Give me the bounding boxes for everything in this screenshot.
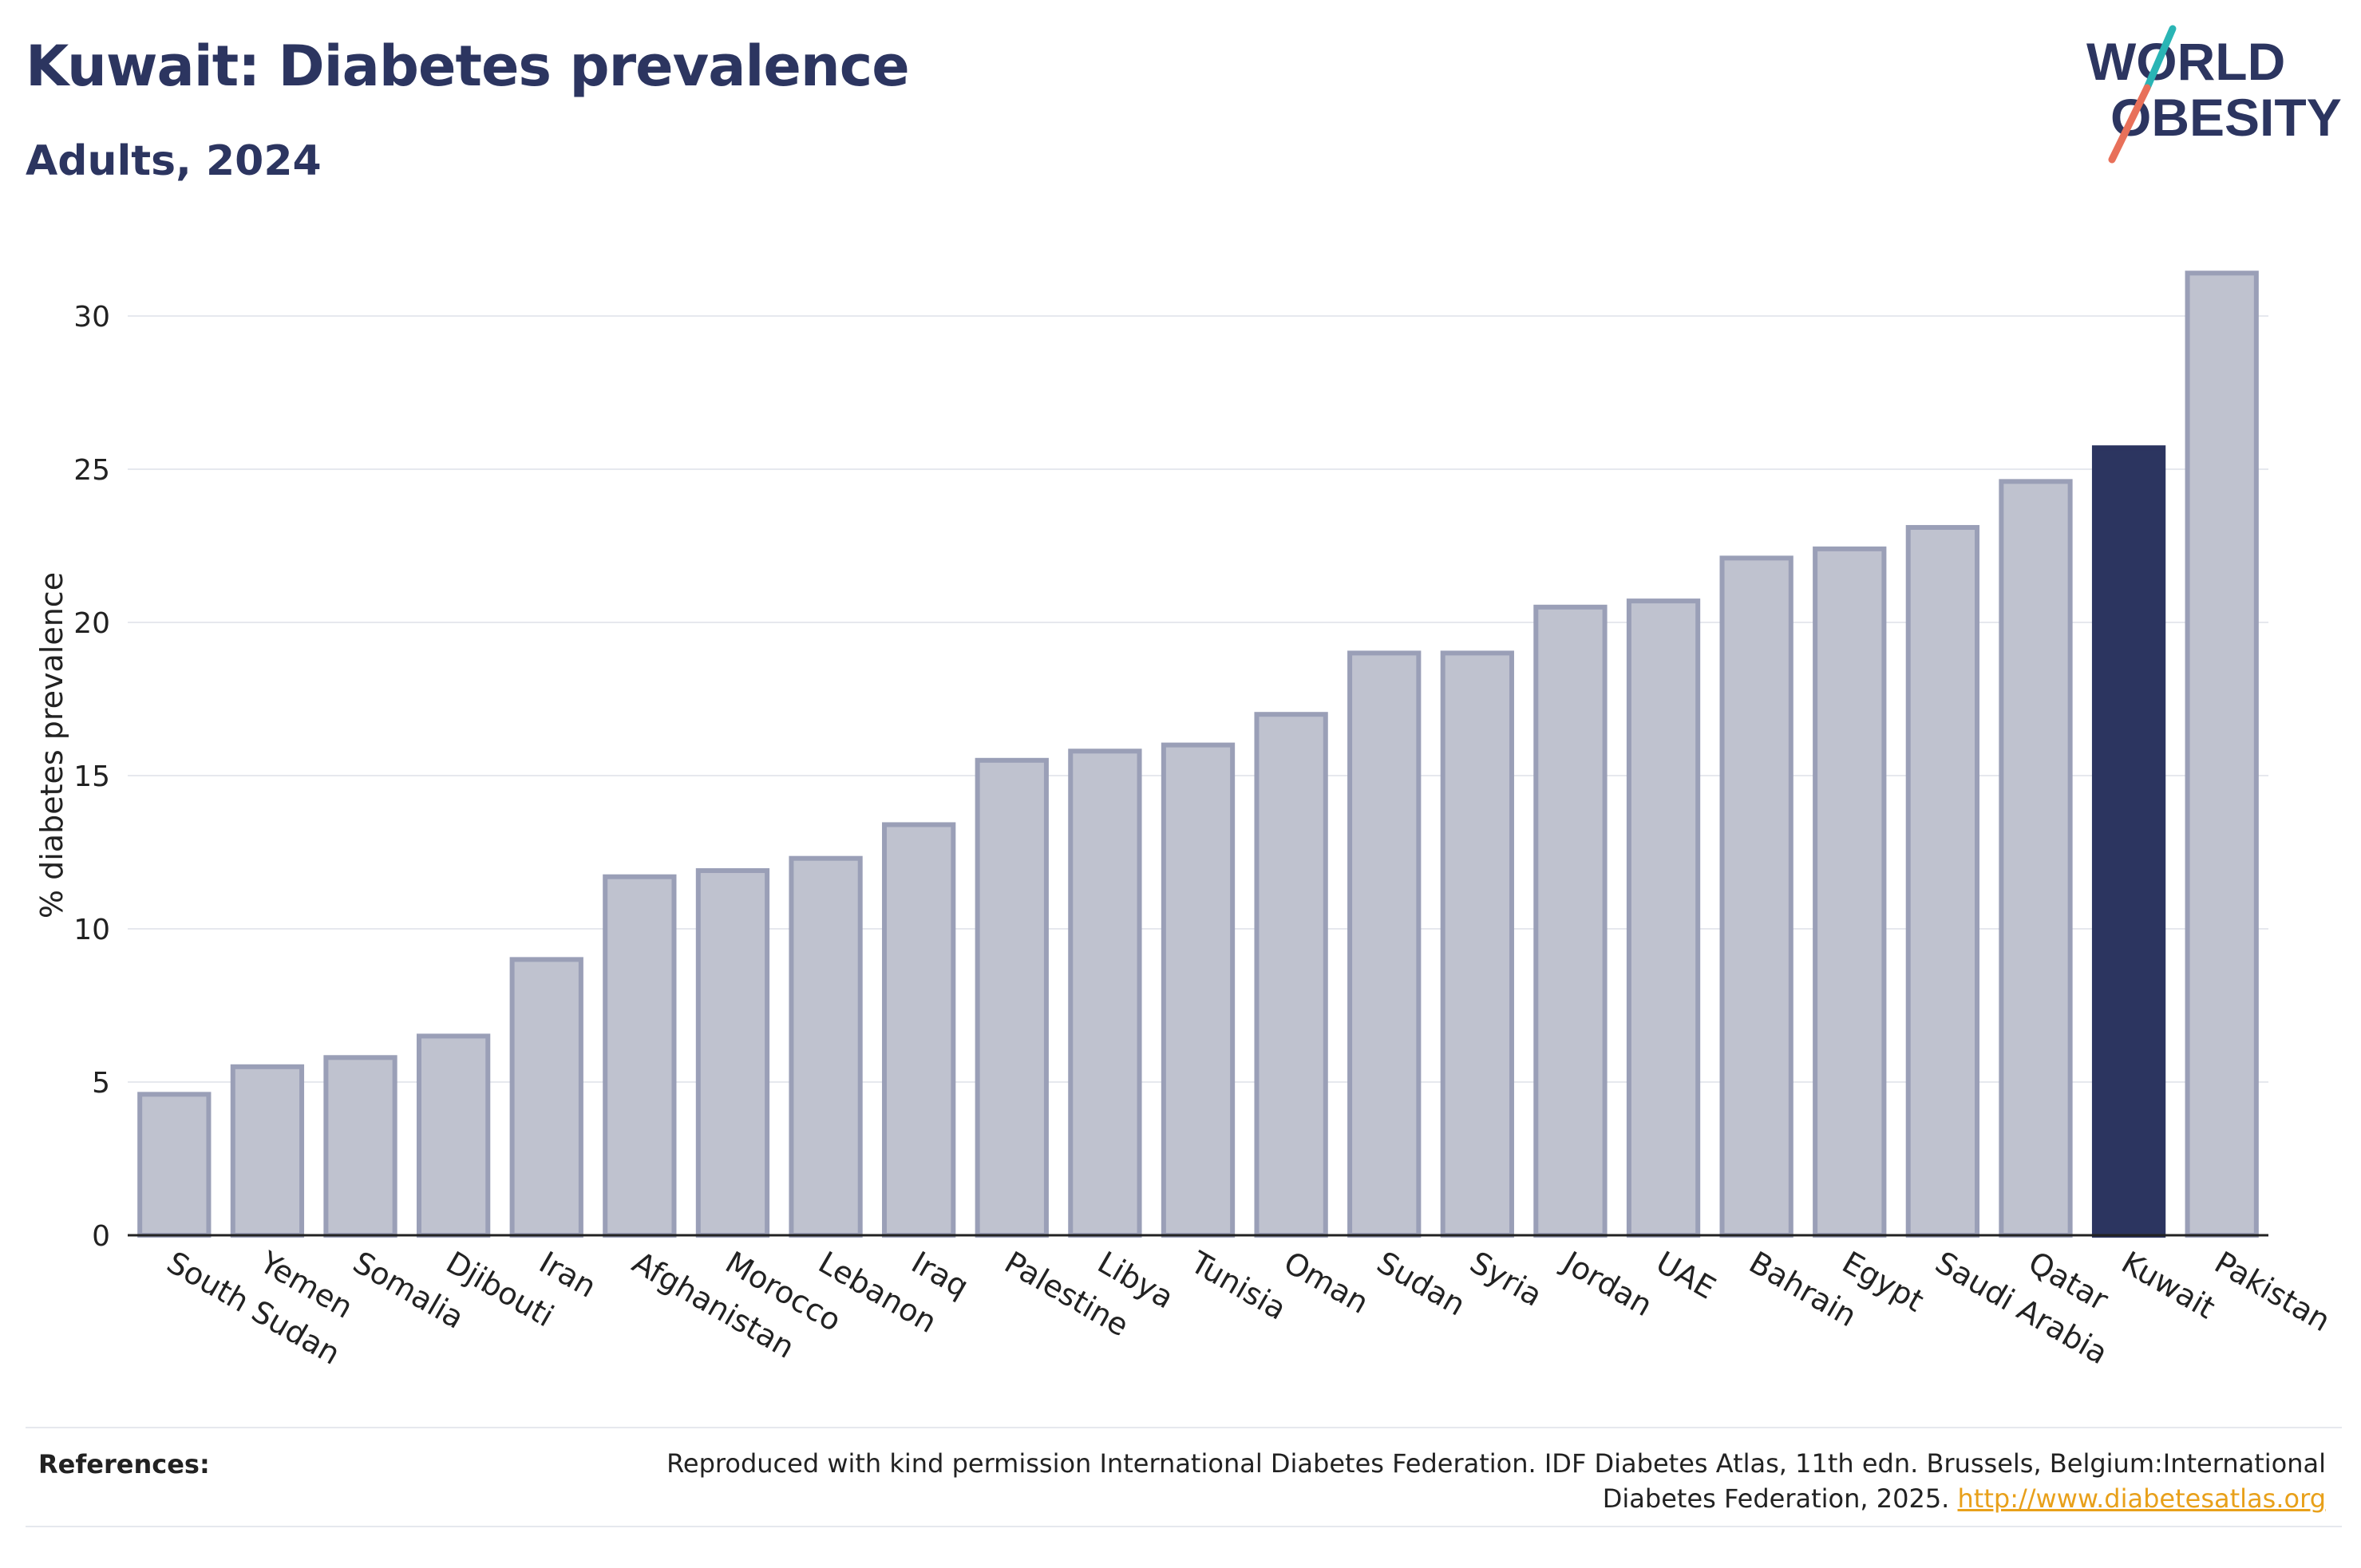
- bar-lebanon: [789, 855, 863, 1238]
- y-tick-label: 30: [73, 301, 110, 334]
- bar-oman: [1254, 712, 1328, 1238]
- y-axis-label: % diabetes prevalence: [34, 572, 69, 918]
- references-label: References:: [38, 1449, 210, 1479]
- logo-word-obesity: OBESITY: [2110, 88, 2342, 147]
- bar-qatar: [1999, 479, 2073, 1238]
- bar-iran: [509, 957, 583, 1238]
- bar-morocco: [695, 868, 770, 1238]
- bar-iraq: [882, 822, 956, 1238]
- x-tick-label: UAE: [1651, 1245, 1722, 1306]
- references-top-divider: [26, 1427, 2342, 1428]
- x-tick-label: Sudan: [1371, 1245, 1472, 1323]
- bar-sudan: [1347, 650, 1422, 1238]
- bar-syria: [1440, 650, 1514, 1238]
- x-tick-label: Jordan: [1556, 1244, 1658, 1324]
- bar-kuwait: [2091, 445, 2166, 1238]
- y-tick-label: 15: [73, 760, 110, 793]
- bar-south-sudan: [137, 1092, 212, 1238]
- bar-afghanistan: [603, 874, 677, 1238]
- bar-uae: [1626, 598, 1701, 1238]
- y-tick-label: 10: [73, 914, 110, 946]
- logo-slash-coral: [2108, 84, 2151, 164]
- x-tick-label: Tunisia: [1184, 1244, 1292, 1327]
- logo-slash-teal: [2143, 25, 2177, 92]
- references-bottom-divider: [26, 1526, 2342, 1527]
- bar-palestine: [975, 757, 1049, 1238]
- bar-jordan: [1533, 604, 1608, 1238]
- bar-libya: [1068, 748, 1142, 1238]
- references-citation: Reproduced with kind permission Internat…: [666, 1448, 2326, 1514]
- x-tick-label: Bahrain: [1743, 1245, 1862, 1334]
- chart-subtitle: Adults, 2024: [26, 137, 322, 185]
- references-text: Reproduced with kind permission Internat…: [650, 1446, 2326, 1516]
- bar-tunisia: [1161, 742, 1236, 1238]
- logo-word-world: WORLD: [2086, 32, 2285, 91]
- x-tick-label: Oman: [1278, 1245, 1374, 1321]
- y-tick-label: 20: [73, 607, 110, 640]
- x-tick-label: Pakistan: [2209, 1245, 2336, 1339]
- y-tick-label: 25: [73, 454, 110, 487]
- bar-egypt: [1813, 546, 1887, 1238]
- chart-title: Kuwait: Diabetes prevalence: [26, 34, 910, 99]
- bar-bahrain: [1719, 555, 1793, 1238]
- bar-pakistan: [2185, 271, 2259, 1238]
- bar-somalia: [323, 1055, 397, 1238]
- y-tick-label: 0: [92, 1220, 110, 1253]
- x-tick-label: Kuwait: [2116, 1245, 2221, 1326]
- x-tick-label: Syria: [1464, 1245, 1548, 1313]
- bar-saudi-arabia: [1905, 524, 1980, 1238]
- y-tick-label: 5: [92, 1067, 110, 1100]
- bar-djibouti: [416, 1033, 491, 1238]
- references-link[interactable]: http://www.diabetesatlas.org: [1957, 1483, 2326, 1514]
- world-obesity-logo[interactable]: WORLD OBESITY: [2083, 24, 2347, 168]
- bar-yemen: [230, 1064, 305, 1238]
